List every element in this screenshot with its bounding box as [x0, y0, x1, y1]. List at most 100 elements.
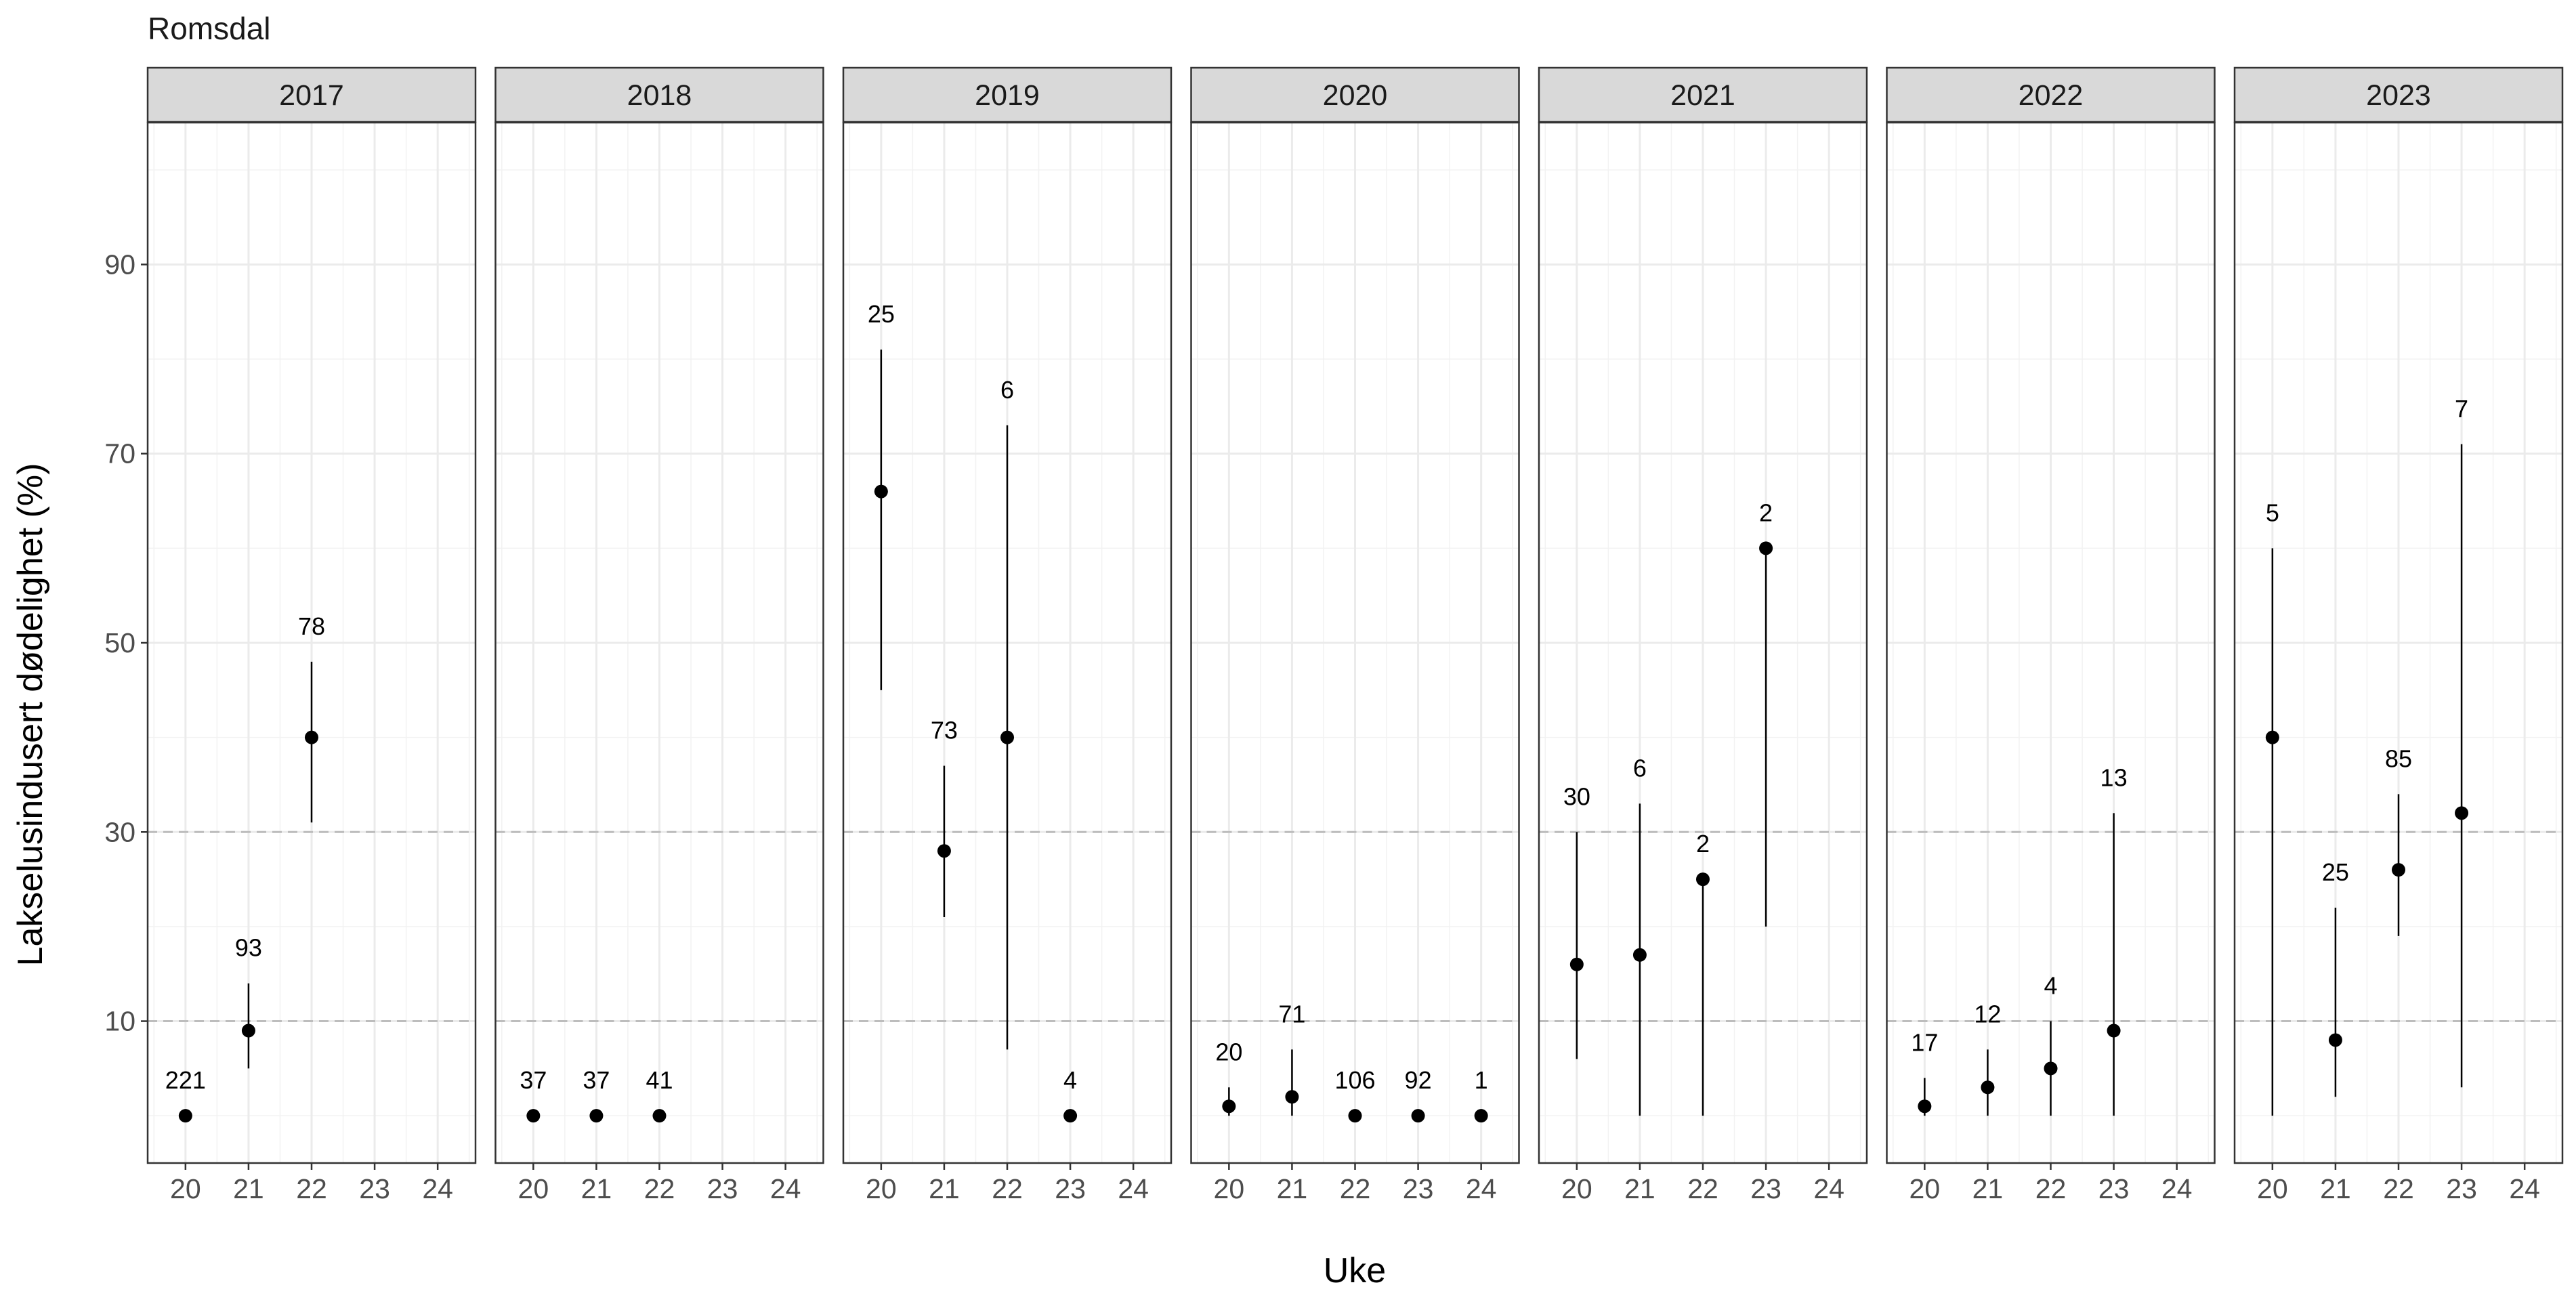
x-tick-label: 23: [707, 1173, 738, 1204]
x-tick-label: 21: [1972, 1173, 2004, 1204]
facet-strip: [842, 66, 1173, 123]
sample-size-label: 6: [1000, 376, 1014, 404]
sample-size-label: 1: [1475, 1066, 1488, 1094]
data-point: [2107, 1024, 2121, 1038]
facet-strip: [146, 66, 477, 123]
sample-size-label: 7: [2455, 395, 2468, 423]
sample-size-label: 2: [1759, 499, 1773, 526]
x-tick-label: 23: [2098, 1173, 2130, 1204]
facet-strip: [1190, 66, 1520, 123]
data-point: [1348, 1109, 1362, 1123]
x-tick-label: 20: [1214, 1173, 1245, 1204]
x-tick-label: 20: [866, 1173, 897, 1204]
facet-strip: [494, 66, 824, 123]
facet-panel: 2023 5 25 85 7 20 21 22 23 24: [2233, 66, 2564, 1204]
y-tick-label: 50: [104, 627, 135, 658]
facet-strip: [1538, 66, 1868, 123]
sample-size-label: 93: [235, 934, 262, 962]
x-tick-label: 22: [2383, 1173, 2414, 1204]
data-point: [1411, 1109, 1425, 1123]
sample-size-label: 2: [1696, 830, 1710, 858]
data-point: [1222, 1099, 1236, 1114]
data-point: [652, 1109, 667, 1123]
sample-size-label: 30: [1563, 782, 1590, 810]
facet-strip-label: 2018: [627, 79, 692, 112]
sample-size-label: 4: [1063, 1066, 1077, 1094]
x-tick-label: 23: [359, 1173, 390, 1204]
y-tick-label: 30: [104, 816, 135, 847]
x-tick-label: 22: [1687, 1173, 1718, 1204]
x-tick-label: 24: [1813, 1173, 1844, 1204]
y-tick-label: 10: [104, 1006, 135, 1037]
sample-size-label: 221: [165, 1066, 206, 1094]
x-tick-label: 22: [296, 1173, 327, 1204]
facet-strip-label: 2019: [975, 79, 1040, 112]
x-tick-label: 21: [929, 1173, 960, 1204]
x-axis-title: Uke: [1324, 1251, 1386, 1290]
data-point: [2392, 863, 2405, 877]
sample-size-label: 92: [1405, 1066, 1432, 1094]
facet-strip-label: 2023: [2366, 79, 2431, 112]
sample-size-label: 25: [868, 300, 895, 328]
data-point: [1981, 1080, 1995, 1095]
data-point: [589, 1109, 604, 1123]
data-point: [1759, 541, 1773, 555]
x-tick-label: 22: [644, 1173, 675, 1204]
x-tick-label: 20: [1561, 1173, 1592, 1204]
sample-size-label: 71: [1278, 1000, 1305, 1028]
sample-size-label: 13: [2100, 763, 2128, 791]
data-point: [2044, 1061, 2058, 1076]
y-axis: 10 30 50 70 90: [104, 249, 148, 1037]
data-point: [241, 1024, 255, 1038]
sample-size-label: 12: [1974, 1000, 2001, 1028]
x-tick-label: 24: [1466, 1173, 1497, 1204]
x-tick-label: 23: [1055, 1173, 1086, 1204]
sample-size-label: 73: [931, 717, 958, 744]
sample-size-label: 20: [1215, 1038, 1242, 1066]
data-point: [1569, 957, 1584, 971]
x-tick-label: 21: [1277, 1173, 1308, 1204]
sample-size-label: 85: [2385, 744, 2412, 772]
data-point: [526, 1109, 541, 1123]
x-tick-label: 23: [1403, 1173, 1434, 1204]
facet-strip-label: 2021: [1670, 79, 1735, 112]
x-tick-label: 23: [2446, 1173, 2477, 1204]
sample-size-label: 37: [520, 1066, 547, 1094]
x-tick-label: 21: [233, 1173, 264, 1204]
x-tick-label: 20: [2257, 1173, 2288, 1204]
sample-size-label: 78: [298, 612, 325, 640]
data-point: [1063, 1109, 1078, 1123]
data-point: [937, 844, 951, 858]
data-point: [2265, 730, 2279, 744]
x-tick-label: 20: [170, 1173, 201, 1204]
sample-size-label: 17: [1911, 1028, 1938, 1056]
facet-strip-label: 2020: [1323, 79, 1388, 112]
data-point: [305, 730, 318, 744]
sample-size-label: 25: [2322, 858, 2349, 886]
x-tick-label: 20: [1909, 1173, 1941, 1204]
sample-size-label: 5: [2266, 499, 2279, 526]
x-tick-label: 23: [1750, 1173, 1781, 1204]
x-tick-label: 24: [1118, 1173, 1149, 1204]
chart-title: Romsdal: [148, 11, 271, 46]
facet-panel: 2019 25 73 6 4 20 21 22 23 24: [842, 66, 1173, 1204]
data-point: [874, 484, 888, 499]
data-point: [1632, 948, 1647, 962]
x-tick-label: 24: [422, 1173, 453, 1204]
data-point: [2455, 806, 2469, 820]
x-tick-label: 20: [518, 1173, 549, 1204]
y-tick-label: 90: [104, 249, 135, 280]
x-tick-label: 24: [2509, 1173, 2540, 1204]
data-point: [1285, 1090, 1299, 1104]
sample-size-label: 106: [1334, 1066, 1375, 1094]
facet-strip: [2233, 66, 2564, 123]
facet-panel: 2017 221 93 78 20 21 22 23 24: [146, 66, 477, 1204]
facet-panel: 2018 37 37 41 20 21 22 23 24: [494, 66, 824, 1204]
data-point: [1000, 730, 1014, 744]
sample-size-label: 6: [1633, 754, 1647, 782]
x-tick-label: 22: [1340, 1173, 1371, 1204]
